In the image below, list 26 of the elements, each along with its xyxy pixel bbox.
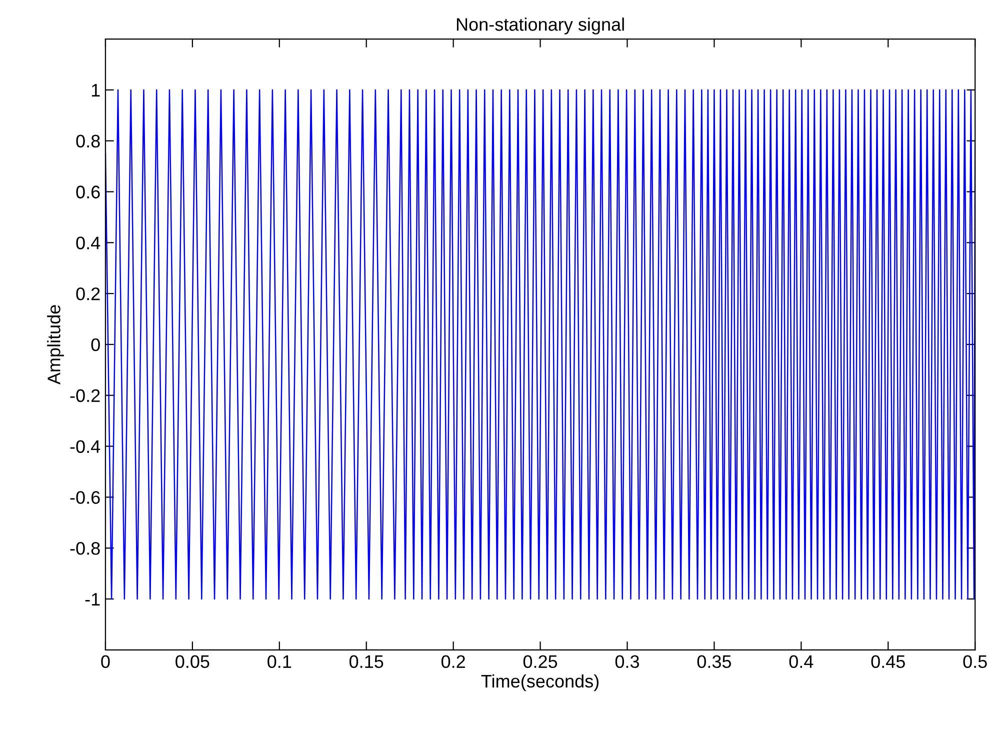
y-tick-label: -0.2: [70, 389, 100, 402]
y-tick-label: 0.6: [76, 186, 100, 198]
x-tick-label: 0.2: [441, 655, 465, 668]
y-tick-label: 0.2: [76, 287, 100, 300]
y-tick-label: 0.8: [76, 134, 100, 148]
y-tick-label: 0: [91, 338, 100, 352]
y-tick-label: -1: [85, 593, 100, 606]
y-tick-label: -0.6: [70, 491, 100, 504]
y-axis-title: Amplitude: [47, 305, 64, 385]
y-tick-label: 1: [92, 84, 100, 96]
chart-title: Non-stationary signal: [456, 18, 624, 34]
x-tick-label: 0.5: [963, 655, 987, 668]
line-series: [105, 89, 976, 600]
y-tick-label: -0.8: [70, 542, 100, 555]
x-axis-title: Time(seconds): [481, 674, 599, 692]
x-tick-label: 0.4: [789, 655, 814, 668]
y-tick-label: 0.4: [76, 236, 100, 250]
x-tick-label: 0.45: [871, 655, 905, 668]
y-tick-label: -0.4: [70, 440, 100, 453]
x-tick-label: 0.3: [615, 655, 640, 668]
x-tick-label: 0: [101, 655, 110, 668]
x-tick-label: 0.05: [176, 655, 210, 668]
x-tick-label: 0.1: [268, 655, 292, 668]
x-tick-label: 0.25: [523, 655, 558, 668]
x-tick-label: 0.35: [697, 655, 732, 668]
x-tick-label: 0.15: [349, 655, 384, 668]
